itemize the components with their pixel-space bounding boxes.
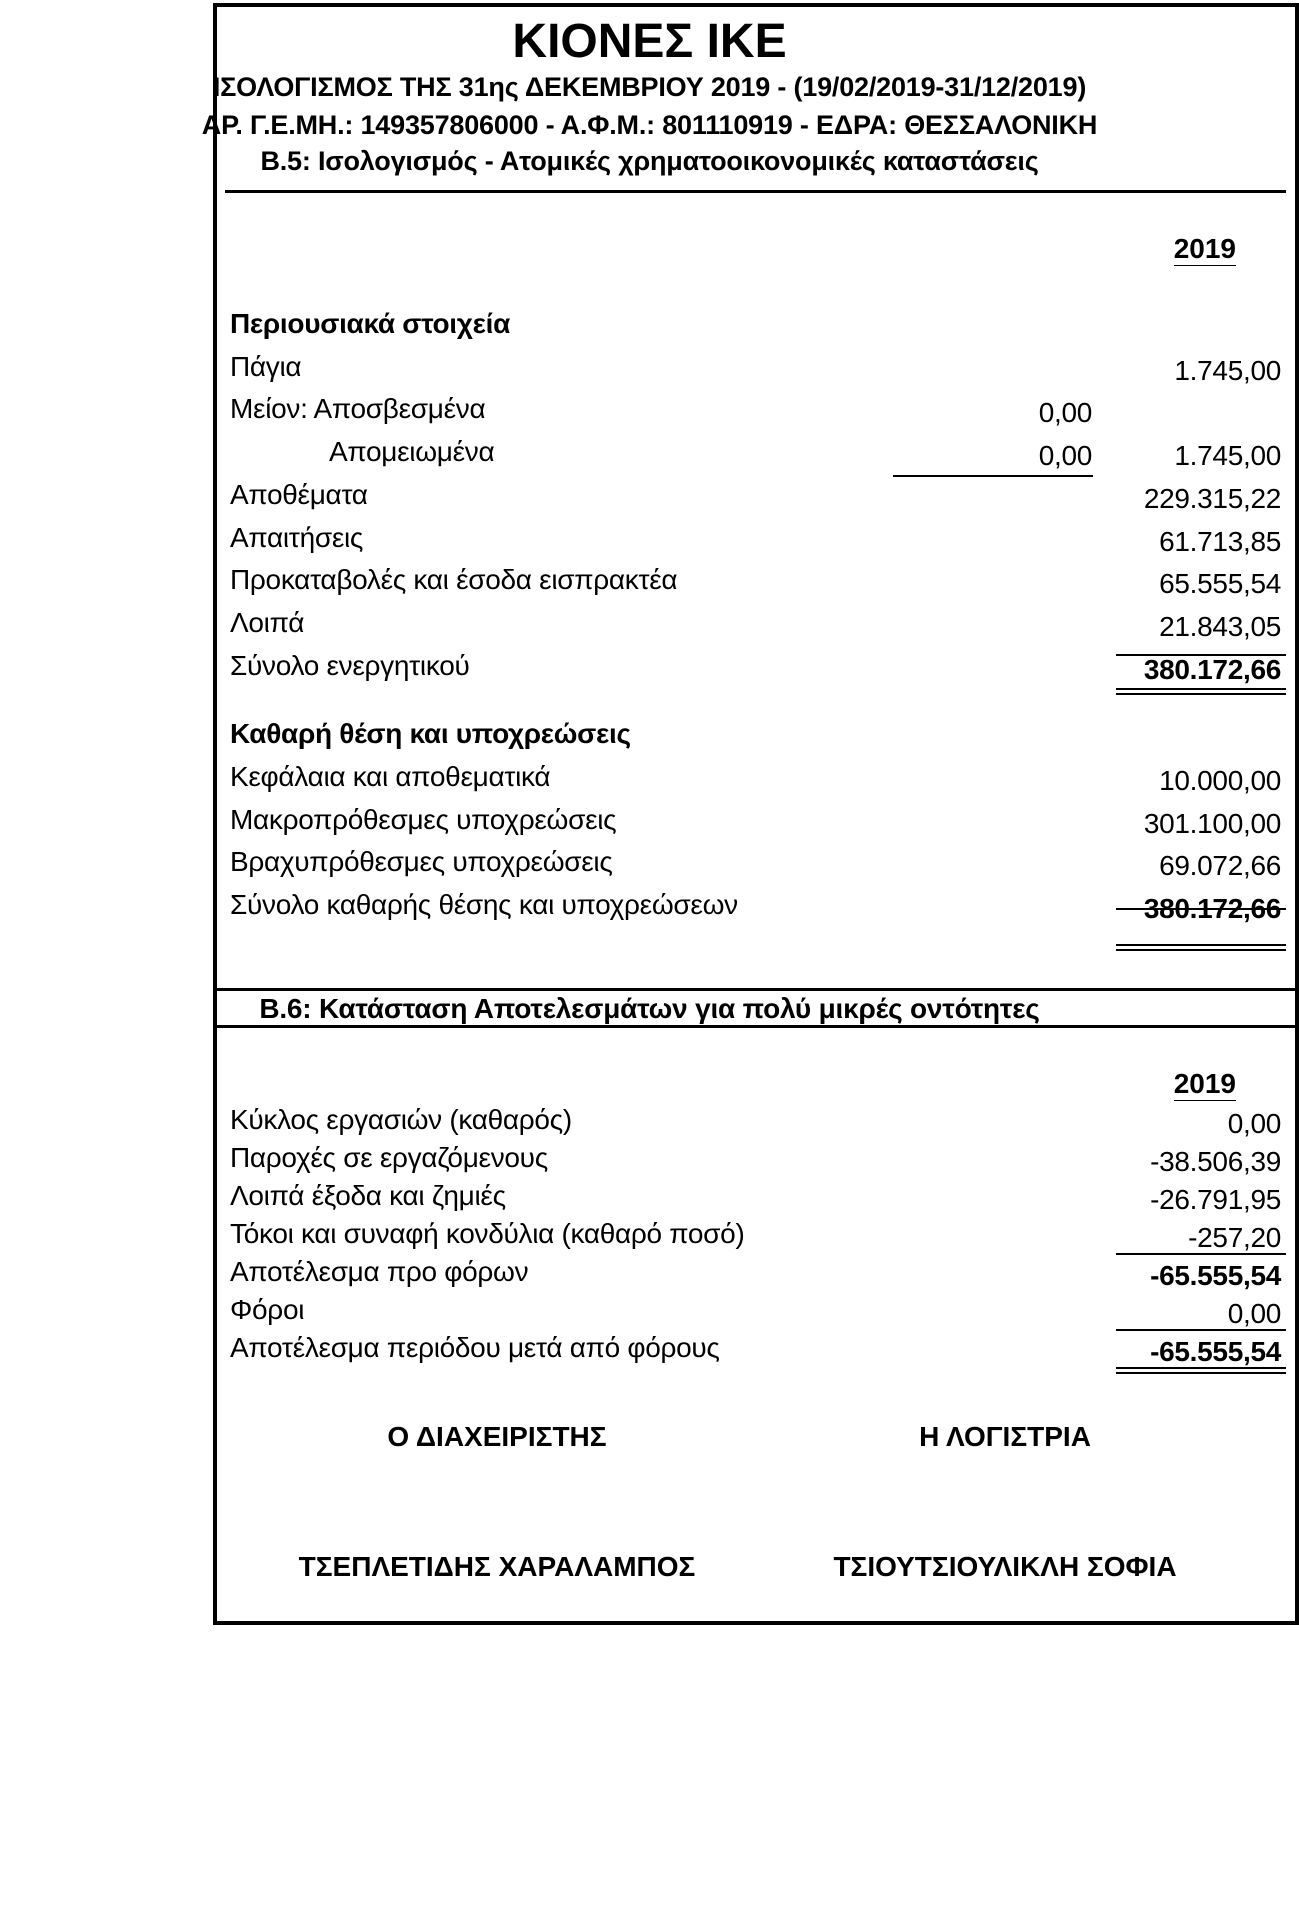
row-value: 0,00 [1227, 1298, 1282, 1329]
row-label: Κεφάλαια και αποθεματικά [230, 761, 551, 792]
balance-year-header: 2019 [1173, 233, 1236, 266]
row-value: -257,20 [1188, 1222, 1281, 1253]
statement-title: ΙΣΟΛΟΓΙΣΜΟΣ ΤΗΣ 31ης ΔΕΚΕΜΒΡΙΟΥ 2019 - (… [212, 72, 1087, 102]
row-label: Λοιπά έξοδα και ζημιές [230, 1180, 506, 1211]
section-divider-top [217, 988, 1295, 991]
registry-info: ΑΡ. Γ.Ε.ΜΗ.: 149357806000 - Α.Φ.Μ.: 8011… [201, 110, 1098, 140]
row-label: Αποτέλεσμα περιόδου μετά από φόρους [230, 1332, 720, 1363]
total-double-underline-4 [1116, 949, 1286, 951]
row-label: Σύνολο ενεργητικού [230, 649, 470, 681]
row-label: Αποθέματα [230, 478, 368, 510]
section-b5-title: Β.5: Ισολογισμός - Ατομικές χρηματοοικον… [260, 146, 1039, 176]
income-double-underline-2 [1116, 1372, 1286, 1374]
income-subtotal-underline [1116, 1253, 1286, 1255]
section-heading: Καθαρή θέση και υποχρεώσεις [230, 718, 631, 750]
row-label: Πάγια [230, 350, 302, 382]
row-label: Βραχυπρόθεσμες υποχρεώσεις [230, 846, 613, 878]
accountant-title: Η ΛΟΓΙΣΤΡΙΑ [919, 1421, 1091, 1452]
total-double-underline-3 [1116, 944, 1286, 946]
row-label: Λοιπά [230, 606, 305, 638]
row-label: Τόκοι και συναφή κονδύλια (καθαρό ποσό) [230, 1218, 745, 1249]
manager-name: ΤΣΕΠΛΕΤΙΔΗΣ ΧΑΡΑΛΑΜΠΟΣ [298, 1551, 696, 1582]
subtotal-underline-2 [1116, 908, 1286, 910]
header-divider [225, 190, 1286, 193]
mid-column-underline [893, 475, 1093, 477]
section-divider-bottom [217, 1025, 1295, 1028]
row-value: -38.506,39 [1150, 1146, 1281, 1177]
row-label: Απομειωμένα [329, 436, 495, 468]
row-label: Σύνολο καθαρής θέσης και υποχρεώσεων [230, 889, 738, 921]
row-mid-value: 0,00 [1038, 440, 1093, 472]
row-label: Κύκλος εργασιών (καθαρός) [230, 1104, 572, 1135]
manager-title: Ο ΔΙΑΧΕΙΡΙΣΤΗΣ [387, 1421, 607, 1452]
total-double-underline-1 [1116, 688, 1286, 690]
income-subtotal-underline-2 [1116, 1329, 1286, 1331]
row-value: 65.555,54 [1159, 568, 1281, 600]
row-value: 0,00 [1227, 1108, 1282, 1139]
income-double-underline-1 [1116, 1367, 1286, 1369]
section-heading: Περιουσιακά στοιχεία [230, 308, 510, 339]
income-year-header: 2019 [1173, 1068, 1236, 1101]
row-value: 61.713,85 [1159, 525, 1281, 557]
row-total-value: -65.555,54 [1150, 1260, 1281, 1291]
accountant-name: ΤΣΙΟΥΤΣΙΟΥΛΙΚΛΗ ΣΟΦΙΑ [833, 1551, 1177, 1582]
row-value: 69.072,66 [1159, 850, 1281, 882]
row-value: 229.315,22 [1143, 482, 1281, 514]
row-value: 301.100,00 [1143, 807, 1281, 839]
row-value: 1.745,00 [1174, 440, 1281, 472]
row-mid-value: 0,00 [1038, 397, 1093, 429]
row-value: 10.000,00 [1159, 765, 1281, 796]
row-total-value: -65.555,54 [1150, 1336, 1281, 1367]
row-value: -26.791,95 [1150, 1184, 1281, 1215]
total-double-underline-2 [1116, 693, 1286, 695]
company-name: ΚΙΟΝΕΣ ΙΚΕ [512, 15, 787, 68]
row-value: 21.843,05 [1159, 610, 1281, 642]
row-label: Φόροι [230, 1294, 305, 1325]
row-label: Μείον: Αποσβεσμένα [230, 393, 486, 425]
subtotal-underline [1116, 654, 1286, 656]
section-b6-title: Β.6: Κατάσταση Αποτελεσμάτων για πολύ μι… [259, 993, 1040, 1024]
row-label: Παροχές σε εργαζόμενους [230, 1142, 548, 1173]
row-total-value: 380.172,66 [1143, 653, 1281, 685]
row-label: Προκαταβολές και έσοδα εισπρακτέα [230, 564, 678, 596]
row-label: Αποτέλεσμα προ φόρων [230, 1256, 529, 1287]
row-value: 1.745,00 [1174, 354, 1281, 386]
row-label: Μακροπρόθεσμες υποχρεώσεις [230, 803, 617, 835]
row-label: Απαιτήσεις [230, 521, 364, 553]
document-frame [213, 3, 1299, 1625]
